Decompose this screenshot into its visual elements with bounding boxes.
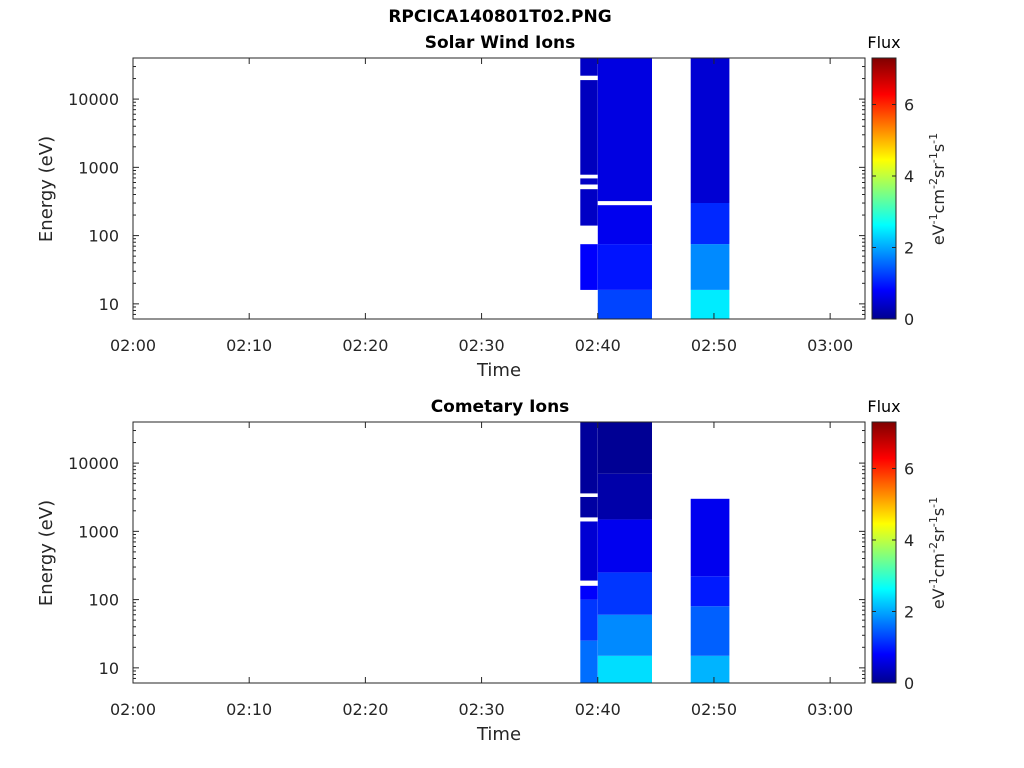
x-tick-label: 03:00 [807, 700, 853, 719]
spectrogram-cell [580, 521, 598, 581]
spectrogram-cell [580, 225, 598, 245]
spectrogram-cell [690, 289, 730, 319]
plot-frame [132, 57, 866, 320]
spectrogram-cell [580, 517, 598, 522]
colorbar-tick-label: 2 [904, 238, 914, 257]
x-tick-label: 03:00 [807, 336, 853, 355]
figure-title: RPCICA140801T02.PNG [388, 7, 612, 27]
colorbar-title: Flux [867, 397, 900, 416]
panel-title: Solar Wind Ions [425, 33, 576, 53]
spectrogram-cell [580, 580, 598, 586]
colorbar-tick-label: 6 [904, 459, 914, 478]
spectrogram-cell [690, 244, 730, 290]
spectrogram-cell [597, 473, 652, 520]
x-tick-label: 02:50 [691, 336, 737, 355]
x-tick-label: 02:00 [110, 336, 156, 355]
plot-frame [132, 421, 866, 684]
solar-wind-ions-panel: Solar Wind Ions 02:00 02:10 02:20 02:30 02:4… [36, 33, 948, 381]
colorbar-tick-label: 0 [904, 310, 914, 329]
x-axis-label: Time [476, 360, 521, 381]
colorbar-gradient [871, 57, 897, 320]
colorbar-tick-label: 4 [904, 531, 914, 550]
x-axis-ticks: 02:00 02:10 02:20 02:30 02:40 02:50 03:00 [110, 58, 853, 355]
x-tick-label: 02:30 [459, 336, 505, 355]
x-tick-label: 02:40 [575, 336, 621, 355]
x-tick-label: 02:50 [691, 700, 737, 719]
x-tick-label: 02:20 [342, 700, 388, 719]
x-tick-label: 02:10 [226, 700, 272, 719]
colorbar-tick-label: 4 [904, 167, 914, 186]
colorbar-unit-label: eV-1cm-2sr-1s-1 [927, 497, 948, 609]
spectrogram-cell [580, 80, 598, 175]
x-tick-label: 02:20 [342, 336, 388, 355]
spectrogram-cell [690, 58, 730, 203]
colorbar-tick-label: 0 [904, 674, 914, 693]
spectrogram-cell [597, 201, 652, 206]
spectrogram-cell [597, 244, 652, 290]
spectrogram-cell [580, 178, 598, 185]
spectrogram-cell [580, 599, 598, 641]
spectrogram-cell [580, 174, 598, 179]
spectrogram-cell [580, 493, 598, 497]
spectrogram-cell [690, 498, 730, 577]
spectrogram-cell [580, 244, 598, 290]
spectrogram-cell [597, 289, 652, 319]
spectrogram-cell [580, 58, 598, 76]
spectrogram-cell [580, 496, 598, 518]
spectrogram-cell [580, 422, 598, 494]
spectrogram-cell [580, 75, 598, 80]
colorbar-gradient [871, 421, 897, 684]
y-tick-label: 10000 [68, 454, 119, 473]
spectrogram-cell [597, 519, 652, 573]
y-tick-label: 10 [99, 659, 119, 678]
spectrogram-cells [580, 422, 730, 683]
x-axis-label: Time [476, 724, 521, 745]
spectrogram-cell [597, 572, 652, 615]
spectrogram-cell [597, 58, 652, 202]
y-axis-label: Energy (eV) [36, 136, 57, 242]
spectrogram-cell [580, 184, 598, 190]
x-axis-ticks: 02:00 02:10 02:20 02:30 02:40 02:50 03:00 [110, 422, 853, 719]
colorbar-ticks: 0 2 4 6 [872, 459, 914, 693]
y-tick-label: 100 [88, 227, 119, 246]
x-tick-label: 02:30 [459, 700, 505, 719]
panel-title: Cometary Ions [431, 397, 570, 417]
y-axis-ticks: 10 100 1000 10000 [68, 57, 865, 320]
y-axis-label: Energy (eV) [36, 500, 57, 606]
spectrogram-cell [597, 655, 652, 683]
spectrogram-cell [580, 189, 598, 226]
spectrogram-cell [690, 655, 730, 683]
x-tick-label: 02:40 [575, 700, 621, 719]
x-tick-label: 02:10 [226, 336, 272, 355]
y-tick-label: 1000 [78, 522, 119, 541]
y-tick-label: 100 [88, 591, 119, 610]
spectrogram-cell [690, 606, 730, 656]
y-tick-label: 10000 [68, 90, 119, 109]
spectrogram-cell [597, 205, 652, 245]
spectrogram-cell [580, 585, 598, 600]
colorbar-ticks: 0 2 4 6 [872, 95, 914, 329]
colorbar-tick-label: 2 [904, 602, 914, 621]
colorbar-tick-label: 6 [904, 95, 914, 114]
spectrogram-cell [690, 576, 730, 607]
y-tick-label: 10 [99, 295, 119, 314]
colorbar-unit-label: eV-1cm-2sr-1s-1 [927, 133, 948, 245]
spectrogram-cell [597, 422, 652, 474]
spectrogram-cells [580, 58, 730, 319]
cometary-ions-panel: Cometary Ions 02:00 02:10 02:20 02:30 02:40 0… [36, 397, 948, 745]
x-tick-label: 02:00 [110, 700, 156, 719]
spectrogram-cell [597, 614, 652, 656]
colorbar: Flux eV-1cm-2sr-1s-1 0 2 4 6 [867, 33, 948, 329]
spectrogram-cell [580, 640, 598, 683]
y-tick-label: 1000 [78, 158, 119, 177]
spectrogram-cell [690, 203, 730, 245]
colorbar: Flux eV-1cm-2sr-1s-1 0 2 4 6 [867, 397, 948, 693]
y-axis-ticks: 10 100 1000 10000 [68, 421, 865, 684]
colorbar-title: Flux [867, 33, 900, 52]
